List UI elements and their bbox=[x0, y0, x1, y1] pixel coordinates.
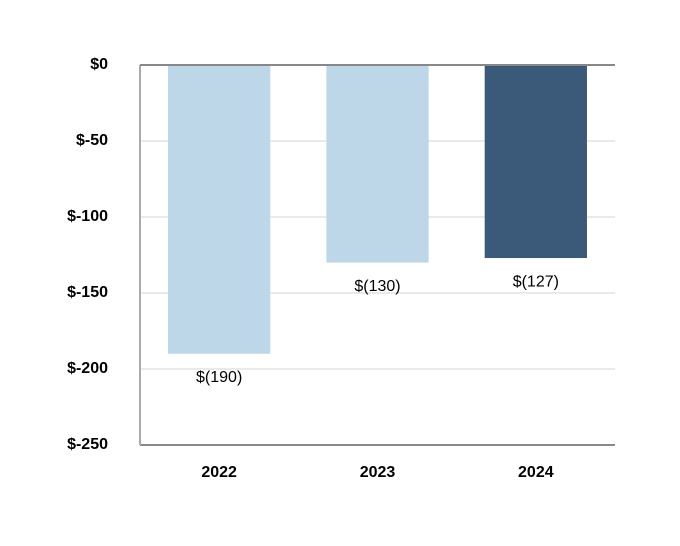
value-label: $(127) bbox=[513, 273, 559, 290]
value-label: $(190) bbox=[196, 369, 242, 386]
x-tick-label: 2024 bbox=[518, 464, 554, 481]
bar bbox=[484, 65, 587, 259]
y-tick-label: $-150 bbox=[67, 284, 108, 301]
y-tick-label: $-200 bbox=[67, 360, 108, 377]
y-tick-label: $0 bbox=[90, 56, 108, 73]
x-tick-label: 2022 bbox=[201, 464, 237, 481]
value-label: $(130) bbox=[354, 278, 400, 295]
x-tick-label: 2023 bbox=[360, 464, 396, 481]
y-tick-label: $-50 bbox=[76, 132, 108, 149]
y-tick-label: $-100 bbox=[67, 208, 108, 225]
y-tick-label: $-250 bbox=[67, 436, 108, 453]
bar bbox=[168, 65, 271, 354]
bar bbox=[326, 65, 429, 263]
